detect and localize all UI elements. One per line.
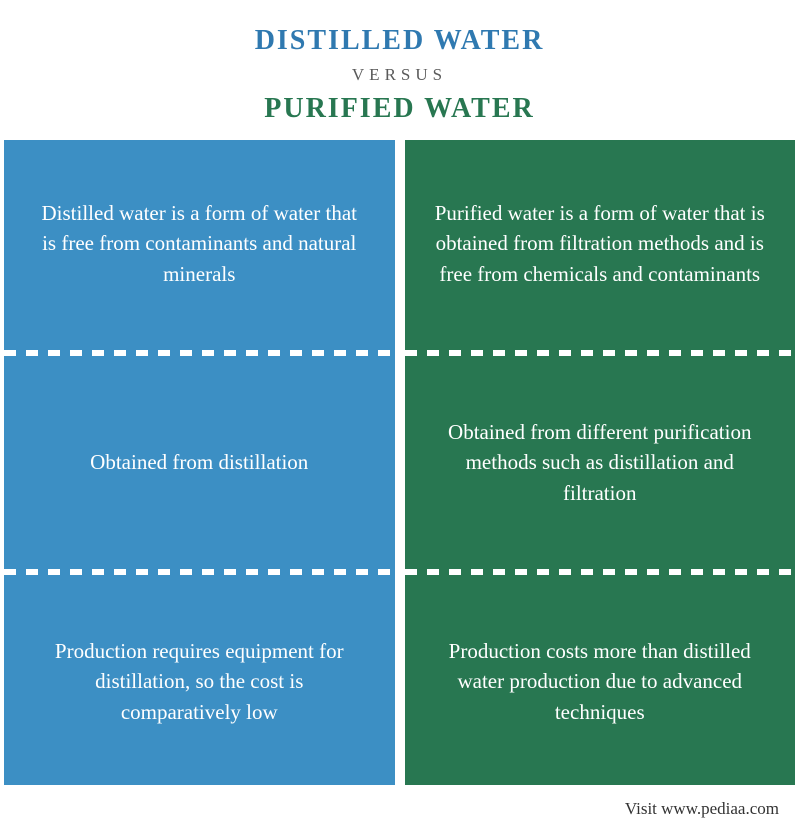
left-column: Distilled water is a form of water that … (4, 140, 395, 785)
comparison-infographic: DISTILLED WATER VERSUS PURIFIED WATER Di… (0, 0, 799, 833)
right-cell-1: Obtained from different purification met… (405, 359, 796, 566)
left-divider-1 (4, 569, 395, 575)
left-cell-2: Production requires equipment for distil… (4, 578, 395, 785)
footer-credit: Visit www.pediaa.com (0, 789, 799, 833)
title-left: DISTILLED WATER (20, 25, 779, 57)
left-divider-0 (4, 350, 395, 356)
left-cell-1: Obtained from distillation (4, 359, 395, 566)
right-cell-0: Purified water is a form of water that i… (405, 140, 796, 347)
versus-label: VERSUS (20, 65, 779, 85)
right-column: Purified water is a form of water that i… (405, 140, 796, 785)
left-cell-0: Distilled water is a form of water that … (4, 140, 395, 347)
right-cell-2: Production costs more than distilled wat… (405, 578, 796, 785)
header: DISTILLED WATER VERSUS PURIFIED WATER (0, 0, 799, 140)
right-divider-0 (405, 350, 796, 356)
title-right: PURIFIED WATER (20, 93, 779, 125)
right-divider-1 (405, 569, 796, 575)
comparison-grid: Distilled water is a form of water that … (0, 140, 799, 789)
